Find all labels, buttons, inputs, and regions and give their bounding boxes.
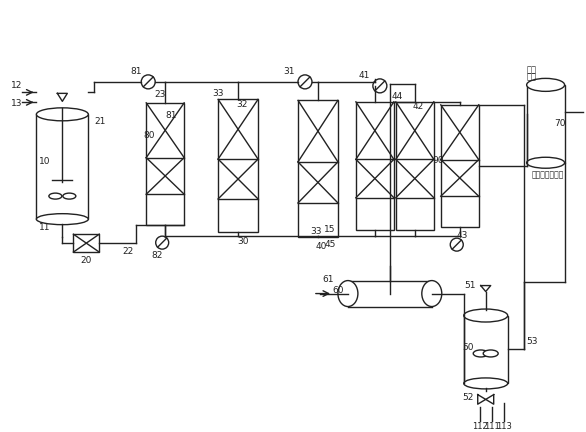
Text: 33: 33 (212, 89, 224, 98)
Text: 33: 33 (310, 227, 322, 235)
Ellipse shape (49, 193, 62, 199)
Text: 51: 51 (464, 281, 475, 290)
Bar (441, 105, 479, 227)
Text: 13: 13 (11, 99, 22, 108)
Text: 60: 60 (332, 286, 343, 295)
Text: 40: 40 (315, 241, 326, 251)
Text: 23: 23 (155, 90, 166, 99)
Text: 己内酰胺硫酸盐: 己内酰胺硫酸盐 (532, 170, 564, 179)
Ellipse shape (527, 78, 564, 91)
Text: 70: 70 (554, 119, 565, 128)
Text: 12: 12 (11, 81, 22, 90)
Text: 发烟: 发烟 (527, 65, 537, 74)
Text: 15: 15 (324, 225, 336, 234)
Text: 112: 112 (472, 422, 488, 431)
Text: 30: 30 (237, 237, 249, 246)
Text: 53: 53 (526, 337, 537, 346)
Text: 11: 11 (39, 222, 50, 232)
Text: 61: 61 (322, 275, 333, 284)
Ellipse shape (36, 108, 88, 121)
Ellipse shape (422, 280, 442, 307)
Ellipse shape (483, 350, 498, 357)
Text: 90: 90 (432, 156, 444, 165)
Ellipse shape (464, 309, 507, 322)
Ellipse shape (63, 193, 76, 199)
Ellipse shape (36, 214, 88, 225)
Text: 10: 10 (39, 157, 50, 166)
Text: 31: 31 (283, 67, 295, 76)
Text: 硫酸: 硫酸 (527, 73, 537, 81)
Ellipse shape (464, 378, 507, 389)
Text: 81: 81 (165, 111, 177, 121)
Bar (36, 114, 88, 219)
Bar (218, 99, 258, 232)
Text: 42: 42 (412, 102, 424, 111)
Bar (396, 102, 434, 230)
Text: 50: 50 (462, 343, 473, 352)
Text: 22: 22 (122, 247, 134, 256)
Bar (356, 102, 394, 230)
Bar (464, 315, 507, 384)
Ellipse shape (473, 350, 488, 357)
Text: 32: 32 (236, 100, 248, 109)
Text: 21: 21 (94, 118, 106, 126)
Text: 80: 80 (144, 131, 155, 140)
Text: 52: 52 (462, 393, 473, 402)
Text: 41: 41 (358, 71, 370, 80)
Bar (73, 234, 99, 252)
Text: 44: 44 (391, 92, 403, 102)
Bar (527, 85, 564, 163)
Ellipse shape (338, 280, 358, 307)
Text: 45: 45 (324, 240, 336, 249)
Ellipse shape (527, 157, 564, 168)
Text: 81: 81 (131, 67, 142, 76)
Bar (298, 100, 338, 237)
Text: 82: 82 (152, 251, 163, 260)
Bar (146, 103, 184, 225)
Bar (348, 280, 432, 307)
Text: 111: 111 (484, 422, 500, 431)
Text: 113: 113 (496, 422, 512, 431)
Text: 20: 20 (81, 256, 92, 265)
Text: 43: 43 (457, 231, 468, 240)
